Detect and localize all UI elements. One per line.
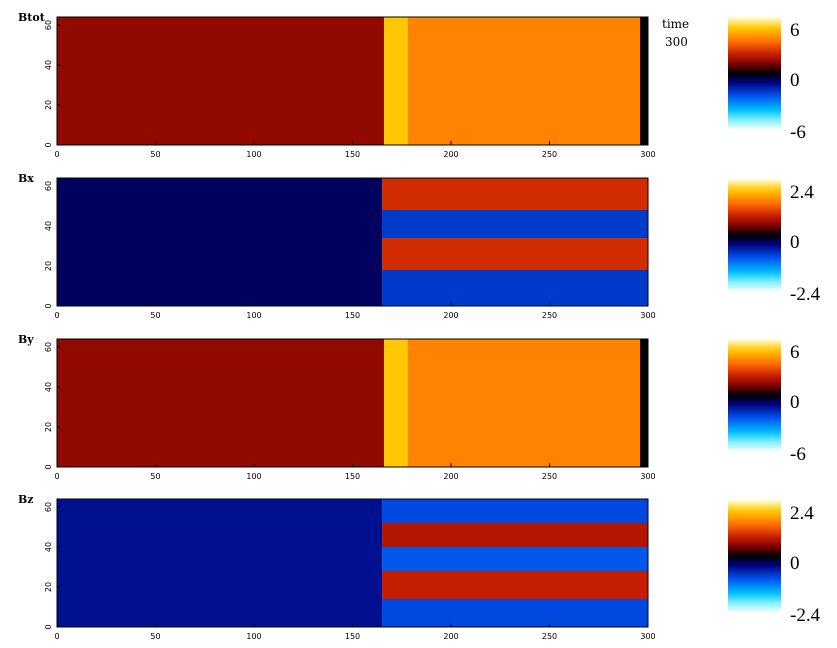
bz-band-1-3 (382, 571, 648, 599)
bx-y-tick-label: 20 (44, 261, 53, 271)
bz-y-tick-label: 40 (44, 542, 53, 552)
bx-colorbar-min-label: -2.4 (790, 284, 821, 305)
bz-colorbar-max-label: 2.4 (790, 503, 814, 524)
by-x-tick-label: 0 (54, 472, 59, 481)
bx-title: Bx (18, 172, 34, 185)
btot-region-3 (640, 17, 648, 145)
by-x-tick-label: 300 (640, 472, 655, 481)
by-colorbar-min-label: -6 (790, 444, 806, 465)
btot-colorbar-min-label: -6 (790, 122, 806, 143)
bz-colorbar-mid-label: 0 (790, 553, 800, 574)
btot-y-tick-label: 60 (44, 20, 53, 30)
by-region-3 (640, 339, 648, 467)
btot-x-tick-label: 0 (54, 150, 59, 159)
panel-bz: Bz 0 50 100 150 200 250 300 0 20 40 60 2.4 0 -2.4 (18, 493, 821, 641)
bz-x-tick-label: 50 (150, 632, 160, 641)
bz-x-tick-label: 150 (345, 632, 360, 641)
by-x-tick-label: 50 (150, 472, 160, 481)
btot-colorbar-max-label: 6 (790, 20, 800, 41)
bz-band-1-2 (382, 547, 648, 571)
bz-region-0 (57, 499, 383, 627)
time-value: 300 (665, 35, 688, 49)
btot-y-tick-label: 0 (44, 142, 53, 147)
bx-region-0 (57, 178, 383, 306)
panel-bx: Bx 0 50 100 150 200 250 300 0 20 40 60 2.4 0 -2.4 (18, 172, 821, 320)
btot-x-tick-label: 100 (246, 150, 261, 159)
btot-x-tick-label: 300 (640, 150, 655, 159)
bz-x-tick-label: 0 (54, 632, 59, 641)
by-region-2 (407, 339, 641, 467)
bz-x-tick-label: 200 (443, 632, 458, 641)
btot-region-2 (407, 17, 641, 145)
bx-colorbar-max-label: 2.4 (790, 182, 814, 203)
by-region-0 (57, 339, 385, 467)
by-x-tick-label: 250 (542, 472, 557, 481)
btot-x-tick-label: 50 (150, 150, 160, 159)
bx-x-tick-label: 300 (640, 311, 655, 320)
btot-y-tick-label: 20 (44, 100, 53, 110)
bz-y-tick-label: 0 (44, 624, 53, 629)
by-x-tick-label: 200 (443, 472, 458, 481)
by-colorbar-mid-label: 0 (790, 392, 800, 413)
btot-title: Btot (18, 11, 46, 24)
bx-x-tick-label: 150 (345, 311, 360, 320)
by-colorbar-max-label: 6 (790, 342, 800, 363)
bx-colorbar-mid-label: 0 (790, 232, 800, 253)
btot-x-tick-label: 250 (542, 150, 557, 159)
by-y-tick-label: 0 (44, 464, 53, 469)
btot-y-tick-label: 40 (44, 60, 53, 70)
bz-y-tick-label: 20 (44, 582, 53, 592)
bz-band-1-0 (382, 499, 648, 523)
by-region-1 (384, 339, 408, 467)
time-label: time (662, 17, 689, 31)
bx-y-tick-label: 0 (44, 303, 53, 308)
bz-colorbar-min-label: -2.4 (790, 605, 821, 626)
by-x-tick-label: 100 (246, 472, 261, 481)
bz-colorbar (728, 500, 781, 612)
bx-x-tick-label: 250 (542, 311, 557, 320)
bz-title: Bz (18, 493, 34, 506)
bx-band-1-2 (382, 238, 648, 270)
bx-x-tick-label: 50 (150, 311, 160, 320)
bx-band-1-0 (382, 178, 648, 210)
by-y-tick-label: 60 (44, 342, 53, 352)
bz-x-tick-label: 100 (246, 632, 261, 641)
bz-band-1-4 (382, 599, 648, 627)
bx-band-1-1 (382, 210, 648, 238)
bz-band-1-1 (382, 523, 648, 547)
by-y-tick-label: 40 (44, 382, 53, 392)
by-title: By (18, 333, 34, 346)
btot-region-1 (384, 17, 408, 145)
bx-y-tick-label: 40 (44, 221, 53, 231)
bx-band-1-3 (382, 270, 648, 306)
btot-colorbar (728, 17, 781, 129)
by-colorbar (728, 339, 781, 451)
by-y-tick-label: 20 (44, 422, 53, 432)
bz-x-tick-label: 300 (640, 632, 655, 641)
bx-x-tick-label: 200 (443, 311, 458, 320)
btot-x-tick-label: 150 (345, 150, 360, 159)
btot-colorbar-mid-label: 0 (790, 70, 800, 91)
bx-x-tick-label: 100 (246, 311, 261, 320)
btot-x-tick-label: 200 (443, 150, 458, 159)
bx-x-tick-label: 0 (54, 311, 59, 320)
by-x-tick-label: 150 (345, 472, 360, 481)
bz-x-tick-label: 250 (542, 632, 557, 641)
bx-colorbar (728, 179, 781, 291)
btot-region-0 (57, 17, 385, 145)
bz-y-tick-label: 60 (44, 502, 53, 512)
bx-y-tick-label: 60 (44, 181, 53, 191)
